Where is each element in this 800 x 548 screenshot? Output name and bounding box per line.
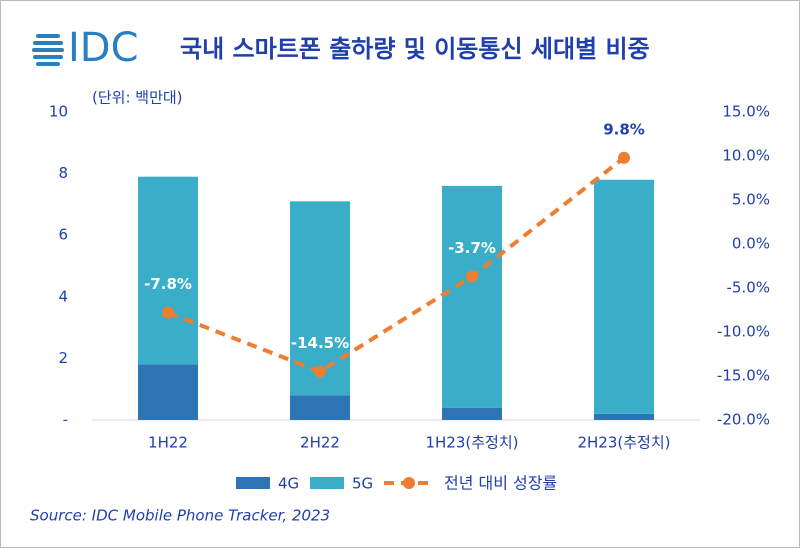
bar xyxy=(442,185,502,408)
line-marker xyxy=(162,306,174,319)
logo-text: IDC xyxy=(68,25,139,71)
y2-tick-label: -20.0% xyxy=(717,411,770,429)
x-tick-label: 2H22 xyxy=(300,434,340,452)
unit-label: (단위: 백만대) xyxy=(92,89,183,107)
y-tick-label: 4 xyxy=(58,287,68,305)
y2-tick-label: 10.0% xyxy=(722,147,770,165)
x-tick-label: 2H23(추정치) xyxy=(577,434,670,452)
bar xyxy=(138,364,198,420)
y2-tick-label: 15.0% xyxy=(722,103,770,121)
line-marker xyxy=(314,365,326,378)
bar xyxy=(594,179,654,414)
line-marker xyxy=(466,270,478,283)
bar xyxy=(138,176,198,365)
bar xyxy=(594,413,654,420)
data-label: 9.8% xyxy=(603,120,645,138)
y-tick-label: 8 xyxy=(58,164,68,182)
data-label: -14.5% xyxy=(291,334,349,352)
y2-tick-label: -5.0% xyxy=(726,279,770,297)
bar xyxy=(290,395,350,420)
logo-globe xyxy=(32,34,64,66)
legend-swatch xyxy=(310,477,344,489)
legend-label: 5G xyxy=(352,475,373,493)
legend-label: 4G xyxy=(278,475,299,493)
y-tick-label: 2 xyxy=(58,349,68,367)
legend-swatch-marker xyxy=(403,477,415,489)
legend-label: 전년 대비 성장률 xyxy=(444,474,557,493)
source: Source: IDC Mobile Phone Tracker, 2023 xyxy=(30,507,330,525)
y2-tick-label: -15.0% xyxy=(717,367,770,385)
y-tick-label: 6 xyxy=(58,226,68,244)
x-tick-label: 1H22 xyxy=(148,434,188,452)
bar xyxy=(442,407,502,420)
y2-tick-label: -10.0% xyxy=(717,323,770,341)
line-marker xyxy=(618,151,630,164)
y2-tick-label: 5.0% xyxy=(732,191,770,209)
legend-swatch xyxy=(236,477,270,489)
y-tick-label: - xyxy=(63,411,68,429)
chart-title: 국내 스마트폰 출하량 및 이동통신 세대별 비중 xyxy=(180,35,650,63)
x-tick-label: 1H23(추정치) xyxy=(425,434,518,452)
y2-tick-label: 0.0% xyxy=(732,235,770,253)
data-label: -3.7% xyxy=(448,239,496,257)
y-tick-label: 10 xyxy=(49,103,68,121)
data-label: -7.8% xyxy=(144,275,192,293)
